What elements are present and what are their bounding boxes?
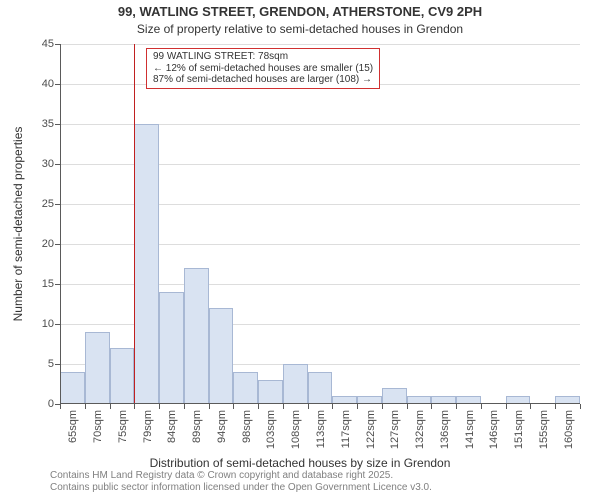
reference-line: [134, 44, 135, 404]
bar: [85, 332, 110, 404]
annotation-line: 99 WATLING STREET: 78sqm: [153, 51, 373, 63]
y-axis-label: Number of semi-detached properties: [11, 127, 25, 322]
bar: [382, 388, 407, 404]
x-tick-label: 127sqm: [387, 410, 401, 449]
annotation-box: 99 WATLING STREET: 78sqm← 12% of semi-de…: [146, 48, 380, 89]
x-tick-label: 117sqm: [338, 410, 352, 448]
bar: [209, 308, 234, 404]
bar: [134, 124, 159, 404]
bar: [60, 372, 85, 404]
histogram-bars: [60, 44, 580, 404]
x-tick-label: 79sqm: [140, 410, 154, 443]
bar: [308, 372, 333, 404]
x-tick-label: 136sqm: [437, 410, 451, 449]
x-tick-label: 94sqm: [214, 410, 228, 443]
plot-area: 99 WATLING STREET: 78sqm← 12% of semi-de…: [60, 44, 580, 404]
x-tick-label: 155sqm: [536, 410, 550, 449]
x-tick-label: 103sqm: [263, 410, 277, 449]
x-tick-label: 132sqm: [412, 410, 426, 449]
bar: [159, 292, 184, 404]
x-tick-label: 113sqm: [313, 410, 327, 448]
chart-subtitle: Size of property relative to semi-detach…: [0, 22, 600, 36]
x-tick-label: 70sqm: [90, 410, 104, 443]
x-tick-label: 146sqm: [486, 410, 500, 449]
bar: [110, 348, 135, 404]
annotation-line: 87% of semi-detached houses are larger (…: [153, 74, 373, 86]
x-tick-label: 65sqm: [65, 410, 79, 443]
x-tick-label: 151sqm: [511, 410, 525, 449]
x-tick-label: 108sqm: [288, 410, 302, 449]
x-tick-label: 98sqm: [239, 410, 253, 443]
x-tick-label: 122sqm: [363, 410, 377, 449]
attribution-text: Contains HM Land Registry data © Crown c…: [0, 470, 600, 494]
bar: [233, 372, 258, 404]
x-tick-label: 89sqm: [189, 410, 203, 443]
bar: [258, 380, 283, 404]
attribution-line: Contains HM Land Registry data © Crown c…: [50, 470, 594, 482]
x-tick-label: 75sqm: [115, 410, 129, 443]
x-axis-label: Distribution of semi-detached houses by …: [0, 456, 600, 470]
bar: [283, 364, 308, 404]
attribution-line: Contains public sector information licen…: [50, 482, 594, 494]
bar: [184, 268, 209, 404]
x-tick-label: 84sqm: [164, 410, 178, 443]
chart-title: 99, WATLING STREET, GRENDON, ATHERSTONE,…: [0, 4, 600, 19]
x-tick-label: 141sqm: [462, 410, 476, 449]
x-tick-label: 160sqm: [561, 410, 575, 449]
annotation-line: ← 12% of semi-detached houses are smalle…: [153, 63, 373, 75]
